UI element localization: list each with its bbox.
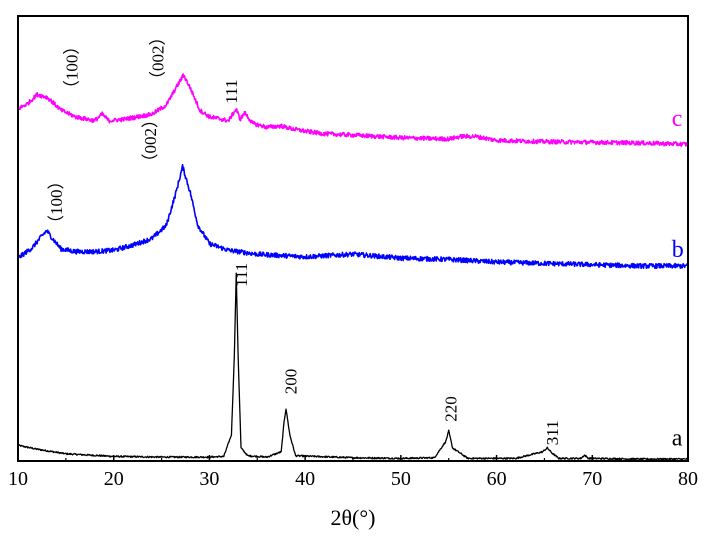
annotation-layer: 111 200 220 311 （100） （002） （100） （002） 111	[47, 28, 562, 445]
x-tick-label: 60	[487, 468, 507, 490]
x-tick-label: 70	[582, 468, 602, 490]
peak-label: 111	[222, 79, 241, 103]
peak-label: 111	[232, 263, 251, 287]
series-layer: a b c	[17, 73, 689, 461]
series-line-b	[17, 164, 689, 270]
x-axis-title: 2θ(°)	[331, 505, 376, 530]
series-label-c: c	[672, 106, 683, 132]
x-tick-label: 80	[678, 468, 698, 490]
series-line-a	[17, 272, 689, 461]
x-tick-label: 50	[391, 468, 411, 490]
peak-label: （002）	[148, 28, 167, 88]
tick-layer: 10 20 30 40 50 60 70 80	[8, 455, 698, 490]
x-tick-label: 20	[104, 468, 124, 490]
peak-label: （100）	[62, 38, 81, 98]
series-label-b: b	[672, 237, 684, 263]
series-label-a: a	[672, 425, 683, 451]
series-line-c	[17, 73, 689, 147]
peak-label: （002）	[141, 111, 160, 171]
plot-frame	[17, 15, 689, 462]
peak-label: 220	[441, 396, 460, 422]
peak-label: 311	[543, 420, 562, 445]
x-tick-label: 40	[295, 468, 315, 490]
peak-label: （100）	[47, 172, 66, 232]
peak-label: 200	[282, 369, 301, 395]
x-tick-label: 30	[199, 468, 219, 490]
x-tick-label: 10	[8, 468, 28, 490]
